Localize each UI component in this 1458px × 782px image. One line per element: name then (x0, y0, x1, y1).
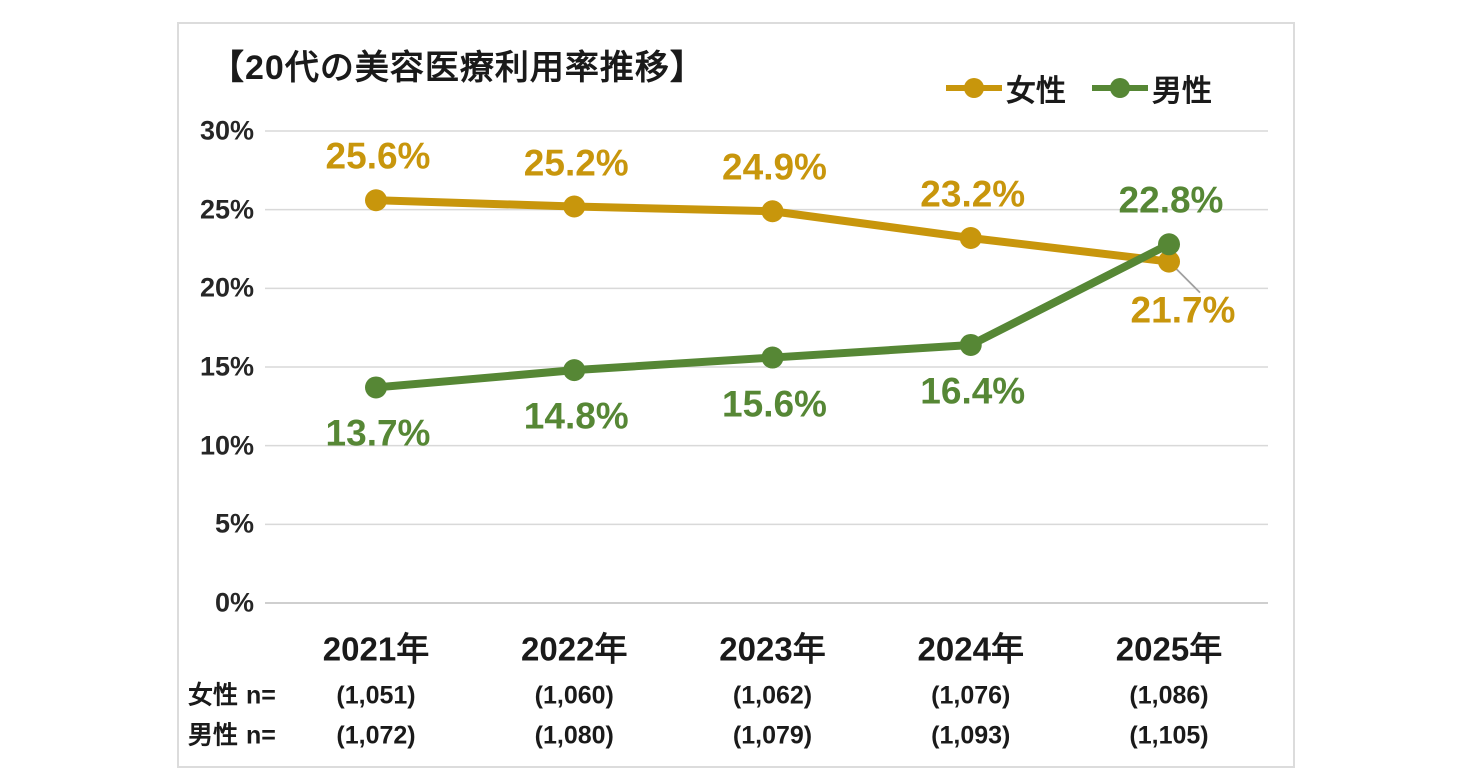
sample-row-n-female: n= (246, 681, 276, 710)
sample-row-label-female: 女性 (188, 681, 239, 710)
data-point-male-3 (959, 333, 982, 356)
x-axis-label-1: 2022年 (521, 630, 628, 668)
data-label-male-4: 22.8% (1118, 179, 1224, 221)
data-point-female-1 (563, 195, 586, 218)
x-axis-label-0: 2021年 (322, 630, 430, 668)
sample-n-male-2: (1,079) (732, 721, 813, 750)
y-axis-tick-15: 15% (199, 351, 254, 382)
chart-panel (177, 22, 1295, 768)
data-label-female-0: 25.6% (325, 135, 431, 177)
data-label-female-1: 25.2% (523, 142, 629, 184)
data-point-female-0 (365, 189, 387, 212)
page-title: 【20代の美容医療利用率推移】 (210, 49, 705, 87)
sample-n-female-1: (1,060) (534, 681, 614, 710)
male-series-icon (1092, 78, 1148, 98)
data-label-male-1: 14.8% (523, 395, 629, 437)
sample-n-male-1: (1,080) (534, 721, 614, 750)
y-axis-tick-10: 10% (199, 430, 254, 461)
sample-row-n-male: n= (246, 721, 276, 750)
sample-n-male-4: (1,105) (1129, 721, 1209, 750)
legend: 女性 男性 (946, 66, 1212, 110)
data-point-female-4 (1158, 250, 1180, 273)
y-axis-tick-25: 25% (199, 194, 254, 225)
x-axis-label-3: 2024年 (917, 630, 1024, 668)
data-point-female-3 (959, 226, 982, 249)
sample-n-female-3: (1,076) (931, 681, 1011, 710)
data-label-female-2: 24.9% (722, 146, 827, 188)
data-label-female-4: 21.7% (1130, 289, 1236, 331)
data-point-male-2 (761, 346, 784, 369)
sample-n-male-3: (1,093) (931, 721, 1011, 750)
y-axis-tick-20: 20% (199, 272, 254, 303)
sample-n-female-4: (1,086) (1129, 681, 1209, 710)
sample-n-female-2: (1,062) (732, 681, 813, 710)
sample-row-label-male: 男性 (188, 721, 239, 750)
data-point-male-1 (563, 359, 586, 382)
x-axis-label-4: 2025年 (1115, 630, 1223, 668)
data-label-male-0: 13.7% (325, 412, 431, 454)
x-axis-label-2: 2023年 (719, 630, 826, 668)
legend-item-male: 男性 (1092, 66, 1212, 110)
data-label-male-2: 15.6% (722, 383, 827, 425)
legend-item-female: 女性 (946, 66, 1066, 110)
data-label-male-3: 16.4% (920, 370, 1026, 412)
data-point-female-2 (761, 200, 784, 223)
sample-n-male-0: (1,072) (336, 721, 416, 750)
sample-n-female-0: (1,051) (336, 681, 416, 710)
legend-label-female: 女性 (1006, 75, 1066, 108)
y-axis-tick-30: 30% (199, 115, 254, 146)
y-axis-tick-5: 5% (214, 508, 254, 539)
data-label-leader-line (1174, 266, 1201, 294)
legend-label-male: 男性 (1152, 75, 1212, 108)
y-axis-tick-0: 0% (214, 587, 254, 618)
female-series-icon (946, 78, 1002, 98)
data-point-male-4 (1158, 233, 1180, 256)
data-point-male-0 (365, 376, 387, 399)
data-label-female-3: 23.2% (920, 173, 1026, 215)
